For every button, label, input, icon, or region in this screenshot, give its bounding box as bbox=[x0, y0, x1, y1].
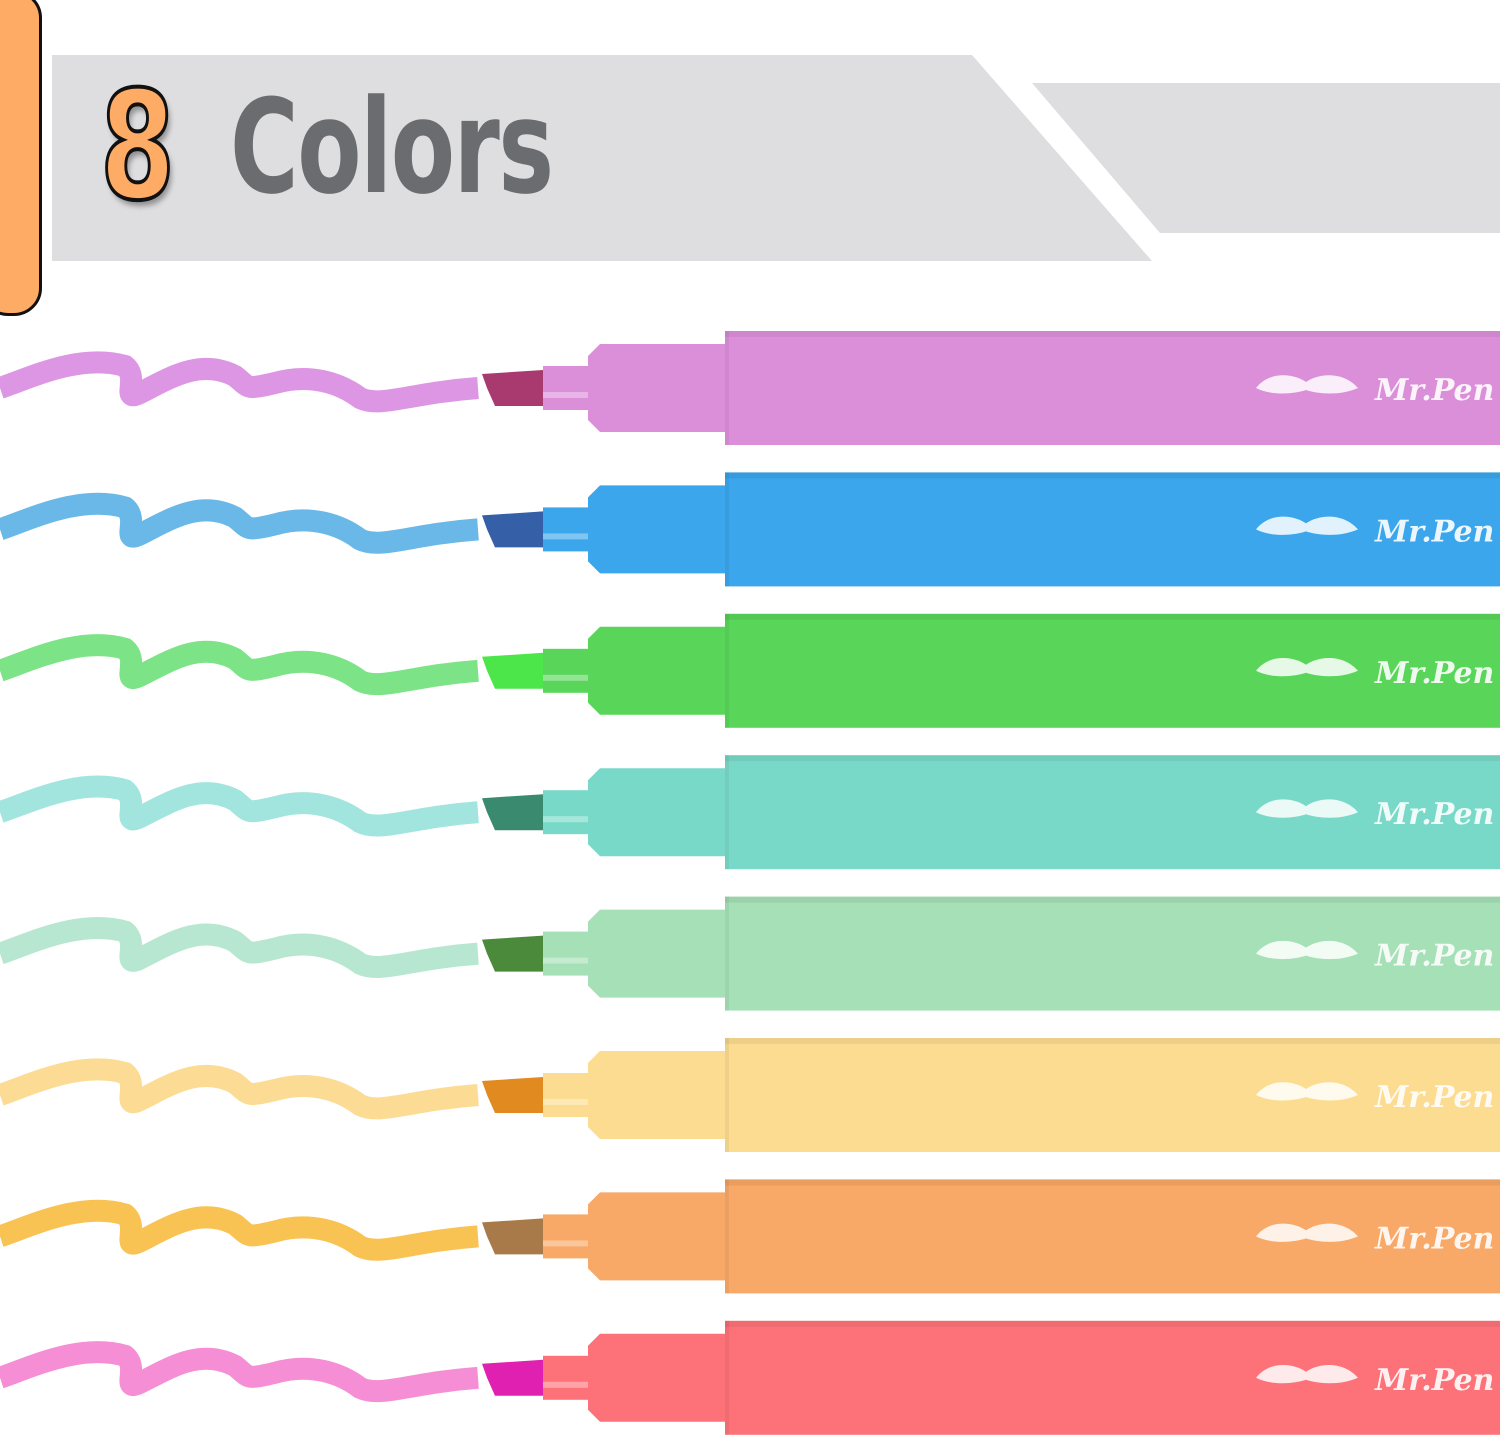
title: 8 Colors bbox=[99, 60, 678, 234]
marker-neck bbox=[588, 344, 725, 432]
marker-neck bbox=[588, 909, 725, 998]
collar-highlight bbox=[543, 533, 588, 540]
body-seam bbox=[725, 1038, 729, 1152]
mustache-icon bbox=[1256, 799, 1358, 818]
marker-tip bbox=[482, 1218, 543, 1255]
marker-green: Mr.Pen bbox=[0, 613, 1500, 728]
marker-body bbox=[725, 755, 1500, 870]
brand-label: Mr.Pen bbox=[1374, 1221, 1494, 1256]
body-edge bbox=[725, 1038, 1500, 1044]
ink-stroke bbox=[0, 917, 479, 978]
body-edge bbox=[725, 755, 1500, 762]
collar-highlight bbox=[543, 816, 588, 823]
marker-teal: Mr.Pen bbox=[0, 755, 1500, 870]
collar-highlight bbox=[543, 1240, 588, 1247]
mustache-icon bbox=[1256, 658, 1358, 677]
marker-neck bbox=[588, 485, 725, 574]
body-seam bbox=[725, 896, 729, 1011]
body-seam bbox=[725, 472, 729, 587]
marker-collar bbox=[543, 1073, 588, 1117]
body-seam bbox=[725, 1179, 729, 1294]
marker-neck bbox=[588, 768, 725, 857]
marker-orange: Mr.Pen bbox=[0, 1179, 1500, 1294]
marker-violet: Mr.Pen bbox=[0, 331, 1500, 445]
marker-tip bbox=[482, 652, 543, 689]
marker-body bbox=[725, 1320, 1500, 1435]
marker-body bbox=[725, 613, 1500, 728]
brand-label: Mr.Pen bbox=[1374, 656, 1494, 691]
ink-stroke bbox=[0, 1341, 479, 1403]
marker-yellow: Mr.Pen bbox=[0, 1038, 1500, 1152]
marker-tip bbox=[482, 370, 543, 406]
ink-stroke bbox=[0, 492, 479, 554]
brand-label: Mr.Pen bbox=[1374, 939, 1494, 974]
ink-stroke bbox=[0, 351, 479, 413]
ink-stroke bbox=[0, 1199, 479, 1261]
title-number: 8 bbox=[99, 60, 177, 234]
body-edge bbox=[725, 1179, 1500, 1186]
marker-collar bbox=[543, 1355, 588, 1400]
marker-collar bbox=[543, 790, 588, 835]
ink-stroke bbox=[0, 634, 479, 696]
collar-highlight bbox=[543, 392, 588, 398]
marker-body bbox=[725, 1179, 1500, 1294]
ink-stroke bbox=[0, 1058, 479, 1120]
collar-highlight bbox=[543, 957, 588, 964]
marker-neck bbox=[588, 626, 725, 715]
brand-label: Mr.Pen bbox=[1374, 797, 1494, 832]
marker-body bbox=[725, 331, 1500, 445]
body-edge bbox=[725, 1320, 1500, 1327]
marker-neck bbox=[588, 1051, 725, 1139]
mustache-icon bbox=[1256, 1223, 1358, 1242]
mustache-icon bbox=[1256, 1365, 1358, 1384]
marker-tip bbox=[482, 511, 543, 548]
mustache-icon bbox=[1256, 375, 1358, 394]
body-edge bbox=[725, 613, 1500, 620]
title-banner bbox=[52, 55, 1152, 261]
marker-tip bbox=[482, 1077, 543, 1113]
body-seam bbox=[725, 755, 729, 870]
collar-highlight bbox=[543, 1381, 588, 1388]
marker-collar bbox=[543, 1214, 588, 1259]
banner-stripe bbox=[1032, 83, 1500, 233]
collar-highlight bbox=[543, 674, 588, 681]
collar-highlight bbox=[543, 1099, 588, 1105]
mustache-icon bbox=[1256, 516, 1358, 535]
body-edge bbox=[725, 331, 1500, 337]
accent-tab bbox=[0, 0, 42, 316]
marker-tip bbox=[482, 1359, 543, 1396]
body-edge bbox=[725, 896, 1500, 903]
marker-blue: Mr.Pen bbox=[0, 472, 1500, 587]
marker-collar bbox=[543, 507, 588, 552]
marker-collar bbox=[543, 648, 588, 693]
ink-stroke bbox=[0, 775, 479, 837]
mustache-icon bbox=[1256, 940, 1358, 960]
brand-label: Mr.Pen bbox=[1374, 1080, 1494, 1115]
marker-tip bbox=[482, 794, 543, 831]
body-seam bbox=[725, 1320, 729, 1435]
marker-red: Mr.Pen bbox=[0, 1320, 1500, 1435]
brand-label: Mr.Pen bbox=[1374, 514, 1494, 549]
body-edge bbox=[725, 472, 1500, 479]
marker-body bbox=[725, 896, 1500, 1011]
marker-neck bbox=[588, 1192, 725, 1281]
marker-collar bbox=[543, 931, 588, 976]
marker-neck bbox=[588, 1333, 725, 1422]
marker-collar bbox=[543, 366, 588, 410]
body-seam bbox=[725, 331, 729, 445]
body-seam bbox=[725, 613, 729, 728]
brand-label: Mr.Pen bbox=[1374, 373, 1494, 408]
marker-body bbox=[725, 472, 1500, 587]
title-word: Colors bbox=[230, 71, 554, 223]
marker-tip bbox=[482, 935, 543, 972]
mustache-icon bbox=[1256, 1082, 1358, 1101]
brand-label: Mr.Pen bbox=[1374, 1363, 1494, 1398]
marker-body bbox=[725, 1038, 1500, 1152]
marker-mint: Mr.Pen bbox=[0, 896, 1500, 1011]
